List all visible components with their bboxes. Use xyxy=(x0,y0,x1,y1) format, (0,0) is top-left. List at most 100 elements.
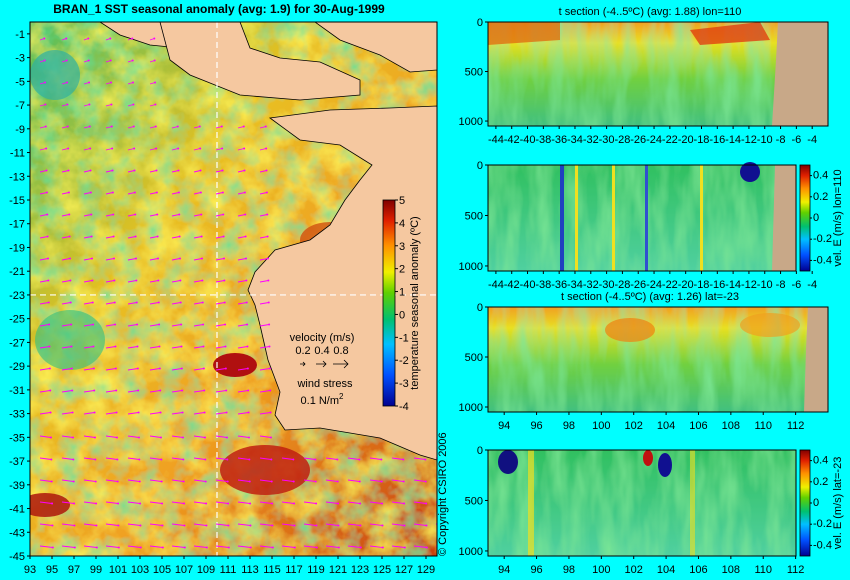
y-tick-label: 500 xyxy=(465,210,483,222)
wind-arrow xyxy=(193,324,204,327)
colorbar-tick-label: 0.4 xyxy=(813,455,828,467)
wind-arrow xyxy=(127,170,135,173)
wind-arrow-head xyxy=(65,59,68,62)
wind-arrow-head xyxy=(70,367,73,370)
wind-arrow xyxy=(237,302,247,305)
wind-arrow xyxy=(83,390,95,393)
t-section-lon-title: t section (-4..5ºC) (avg: 1.88) lon=110 xyxy=(559,6,742,18)
x-tick-label: -26 xyxy=(630,134,646,146)
wind-arrow xyxy=(83,302,93,305)
wind-arrow-head xyxy=(71,389,74,392)
wind-arrow-head xyxy=(245,257,248,260)
wind-arrow-head xyxy=(43,59,46,62)
wind-arrow-head xyxy=(226,480,229,483)
wind-arrow xyxy=(259,214,268,217)
y-tick-label: -15 xyxy=(9,195,25,207)
wind-arrow-head xyxy=(337,546,340,549)
wind-arrow-head xyxy=(91,301,94,304)
wind-arrow-head xyxy=(266,213,269,216)
wind-arrow-head xyxy=(315,524,318,527)
wind-arrow xyxy=(83,501,97,504)
wind-arrow xyxy=(39,214,48,217)
x-tick-label: 102 xyxy=(625,420,643,432)
wind-arrow xyxy=(171,390,183,393)
wind-arrow-head xyxy=(204,458,207,461)
wind-arrow xyxy=(193,368,204,371)
x-tick-label: 110 xyxy=(754,420,772,432)
map-title: BRAN_1 SST seasonal anomaly (avg: 1.9) f… xyxy=(53,2,385,16)
wind-arrow-head xyxy=(203,411,206,414)
wind-arrow-head xyxy=(71,411,74,414)
wind-arrow xyxy=(61,280,71,283)
wind-arrow xyxy=(237,324,248,327)
wind-arrow xyxy=(105,148,113,151)
copyright-text: © Copyright CSIRO 2006 xyxy=(437,432,449,556)
wind-arrow xyxy=(39,324,50,327)
wind-arrow xyxy=(83,479,96,482)
wind-arrow-head xyxy=(243,147,246,150)
wind-arrow xyxy=(303,545,317,548)
wind-arrow-head xyxy=(87,59,90,62)
wind-arrow xyxy=(215,302,225,305)
x-tick-label: 98 xyxy=(563,564,575,576)
wind-arrow-head xyxy=(381,524,384,527)
x-tick-label: -42 xyxy=(504,134,520,146)
wind-arrow xyxy=(127,479,140,482)
x-tick-label: -30 xyxy=(599,134,615,146)
wind-arrow xyxy=(171,170,179,173)
wind-arrow-head xyxy=(245,301,248,304)
wind-arrow-head xyxy=(67,169,70,172)
wind-arrow-head xyxy=(91,257,94,260)
wind-arrow-head xyxy=(88,103,91,106)
wind-arrow xyxy=(391,523,405,526)
x-tick-label: 93 xyxy=(24,564,36,576)
wind-arrow-head xyxy=(183,524,186,527)
wind-arrow-head xyxy=(264,125,267,128)
land-borneo xyxy=(314,22,437,73)
wind-arrow xyxy=(149,236,158,239)
wind-arrow-head xyxy=(155,191,158,194)
sst-map: -1-3-5-7-9-11-13-15-17-19-21-23-25-27-29… xyxy=(9,21,438,576)
wind-arrow-head xyxy=(161,502,164,505)
velocity-arrow-icon xyxy=(300,361,306,367)
wind-arrow-head xyxy=(131,59,134,62)
wind-arrow-head xyxy=(114,367,117,370)
x-tick-label: -16 xyxy=(709,279,725,291)
wind-arrow xyxy=(215,236,224,239)
wind-arrow xyxy=(39,302,49,305)
wind-arrow-head xyxy=(109,59,112,62)
x-tick-label: -20 xyxy=(678,279,694,291)
wind-arrow xyxy=(39,457,52,460)
x-tick-label: 94 xyxy=(498,420,510,432)
land-java xyxy=(159,22,361,101)
wind-arrow xyxy=(325,501,339,504)
wind-arrow-head xyxy=(267,301,270,304)
wind-arrow xyxy=(193,302,203,305)
wind-arrow xyxy=(149,523,163,526)
wind-arrow-head xyxy=(158,345,161,348)
wind-arrow-head xyxy=(69,301,72,304)
wind-arrow-head xyxy=(246,367,249,370)
wind-arrow-head xyxy=(265,191,268,194)
wind-arrow-head xyxy=(201,257,204,260)
wind-arrow xyxy=(193,390,205,393)
wind-arrow xyxy=(237,148,245,151)
wind-arrow xyxy=(39,412,51,415)
wind-arrow-head xyxy=(181,389,184,392)
wind-arrow xyxy=(171,280,181,283)
wind-arrow xyxy=(105,324,116,327)
x-tick-label: 113 xyxy=(241,564,259,576)
wind-arrow xyxy=(61,192,69,195)
wind-arrow-head xyxy=(381,502,384,505)
wind-arrow-head xyxy=(69,257,72,260)
wind-arrow-head xyxy=(178,235,181,238)
wind-arrow-head xyxy=(116,480,119,483)
wind-arrow xyxy=(237,435,250,438)
wind-arrow xyxy=(83,457,96,460)
wind-arrow xyxy=(83,346,94,349)
wind-arrow xyxy=(39,258,49,261)
wind-arrow-head xyxy=(155,147,158,150)
wind-arrow xyxy=(237,258,247,261)
x-tick-label: -34 xyxy=(567,279,583,291)
